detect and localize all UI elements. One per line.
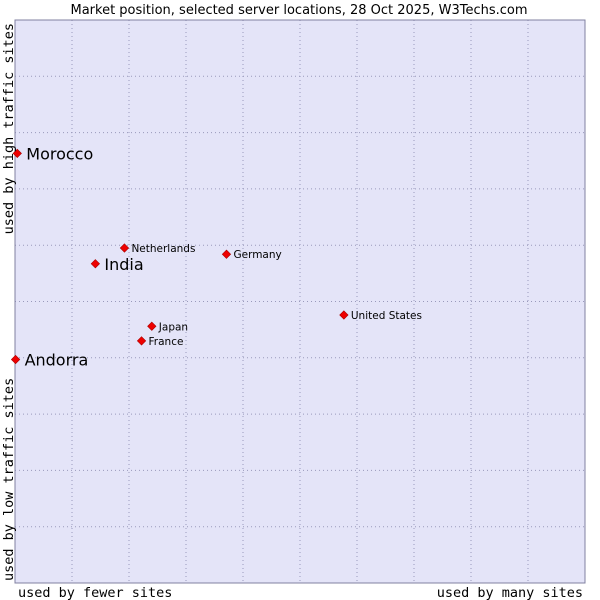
point-andorra: Andorra — [10, 350, 89, 369]
grid-lines — [15, 20, 585, 583]
chart-title: Market position, selected server locatio… — [70, 3, 527, 18]
x-axis-label-right: used by many sites — [437, 585, 583, 600]
point-morocco: Morocco — [12, 144, 93, 163]
point-marker — [147, 321, 157, 331]
x-axis-label-left: used by fewer sites — [18, 585, 172, 600]
point-france: France — [136, 336, 184, 348]
data-points: Morocco India Andorra Netherlands Germany Uni… — [10, 144, 422, 369]
point-marker — [90, 259, 100, 269]
point-marker — [136, 336, 147, 346]
point-india: India — [90, 255, 144, 274]
point-label: Morocco — [26, 144, 93, 163]
point-label: India — [104, 255, 143, 274]
point-label: United States — [351, 310, 422, 322]
point-japan: Japan — [147, 321, 188, 333]
point-marker — [10, 354, 21, 365]
plot-border — [14, 19, 586, 584]
point-label: Andorra — [25, 350, 89, 369]
point-label: Japan — [158, 321, 188, 333]
point-marker — [339, 310, 349, 320]
point-united-states: United States — [339, 310, 422, 322]
point-germany: Germany — [221, 249, 282, 261]
y-axis-label-bottom: used by low traffic sites — [1, 378, 17, 581]
y-axis-label-top: used by high traffic sites — [1, 23, 17, 234]
point-marker — [221, 249, 232, 259]
point-marker — [12, 148, 22, 159]
point-marker — [119, 243, 130, 253]
point-netherlands: Netherlands — [119, 243, 195, 255]
point-label: Germany — [233, 249, 281, 261]
point-label: Netherlands — [131, 243, 195, 255]
point-label: France — [149, 336, 184, 348]
